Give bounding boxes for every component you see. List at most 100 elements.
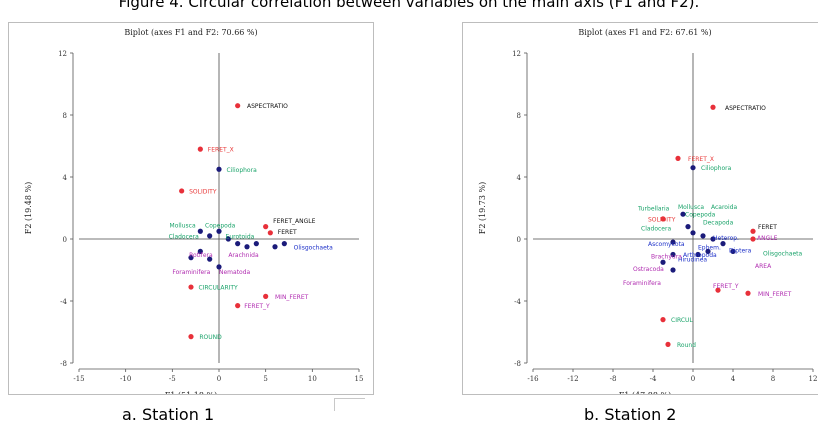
variable-point [197,228,203,234]
variable-point [680,211,686,217]
observation-point [197,146,203,152]
point-label: CIRCULARITY [198,285,238,292]
point-label: ASPECTRATIO [247,103,288,110]
point-label: Turbellaria [637,206,670,213]
point-label: Ciliophora [226,167,257,174]
point-label: ASPECTRATIO [725,105,766,112]
variable-point [670,267,676,273]
y-tick-label: 12 [58,50,67,58]
point-label: FERET [278,229,297,236]
variable-point [685,224,691,230]
observation-point [750,228,756,234]
observation-point [267,230,273,236]
y-tick-label: -4 [514,298,521,306]
point-label: FERET_ANGLE [273,218,315,225]
variable-point [720,241,726,247]
variable-point [700,233,706,239]
point-label: FERET_X [208,147,234,154]
variable-point [235,241,241,247]
point-label: Arthropoda [683,252,717,259]
point-label: Eurotoida [226,233,255,240]
point-label: Foraminifera [172,269,210,276]
x-tick-label: -4 [650,375,657,383]
x-tick-label: 15 [355,375,364,383]
variable-point [690,230,696,236]
subcaption-station-1: a. Station 1 [122,405,215,424]
variable-point [197,248,203,254]
point-label: Copepoda [685,212,716,219]
x-tick-label: 12 [809,375,818,383]
point-label: FERET_Y [713,283,739,290]
observation-point [665,341,671,347]
y-tick-label: 12 [512,50,521,58]
observation-point [263,293,269,299]
variable-point [216,228,222,234]
point-label: Olisgochaeta [763,250,802,257]
variable-point [670,239,676,245]
point-label: Cladocera [169,233,199,240]
observation-point [660,216,666,222]
variable-point [730,248,736,254]
point-label: FERET [758,224,777,231]
observation-point [188,284,194,290]
observation-point [750,236,756,242]
point-label: Ciliophora [701,165,732,172]
y-tick-label: 4 [517,174,522,182]
variable-point [188,255,194,261]
y-axis-label: F2 (19.73 %) [478,182,487,234]
point-label: Diptera [729,247,752,254]
point-label: CIRCUL [671,317,693,324]
variable-point [705,248,711,254]
y-tick-label: 4 [63,174,68,182]
point-label: MIN_FERET [275,294,309,301]
x-axis-label: F1 (47.88 %) [619,391,671,394]
point-label: Olisgochaeta [294,244,333,251]
observation-point [660,317,666,323]
point-label: SOLIDITY [648,216,676,223]
observation-point [235,303,241,309]
x-tick-label: -16 [527,375,539,383]
y-axis-label: F2 (19.48 %) [24,182,33,234]
point-label: FERET_Y [244,303,270,310]
variable-point [207,256,213,262]
variable-point [695,251,701,258]
variable-point [225,236,231,242]
observation-point [235,103,241,109]
x-tick-label: -8 [610,375,617,383]
observation-point [715,287,721,293]
x-axis-label: F1 (51.18 %) [165,391,217,394]
point-label: Rotifera [189,252,213,259]
y-tick-label: 8 [517,112,521,120]
point-label: FERET_X [688,156,714,163]
chart-title: Biplot (axes F1 and F2: 70.66 %) [124,28,257,37]
variable-point [216,166,222,172]
biplot-chart-station-1: Biplot (axes F1 and F2: 70.66 %) -8 -4 0 4 8 1… [24,28,364,394]
chart-title: Biplot (axes F1 and F2: 67.61 %) [578,28,711,37]
x-tick-label: 0 [217,375,221,383]
point-label: ROUND [199,334,222,341]
observation-point [179,188,185,194]
variable-point [660,259,666,265]
x-tick-label: 8 [771,375,775,383]
point-label: ANGLE [757,235,778,242]
point-label: Cladocera [641,226,671,233]
point-label: Acaroida [711,204,737,211]
biplot-chart-station-2: Biplot (axes F1 and F2: 67.61 %) -8 -4 0 4 8 1… [478,28,818,394]
decorative-box [334,398,365,411]
variable-point [690,165,696,171]
figure-caption: Figure 4. Circular correlation between v… [118,0,700,11]
x-tick-label: 10 [308,375,317,383]
observation-point [263,224,269,230]
point-label: Foraminifera [623,280,661,287]
x-tick-label: 4 [731,375,736,383]
y-tick-label: 0 [517,236,521,244]
point-label: AREA [755,263,772,270]
observation-point [745,290,751,296]
y-tick-label: -8 [514,360,521,368]
variable-point [207,233,213,239]
observation-point [710,104,716,110]
observation-point [188,334,194,340]
y-tick-label: -4 [60,298,67,306]
point-label: Brachyura [651,254,682,261]
y-tick-label: -8 [60,360,67,368]
